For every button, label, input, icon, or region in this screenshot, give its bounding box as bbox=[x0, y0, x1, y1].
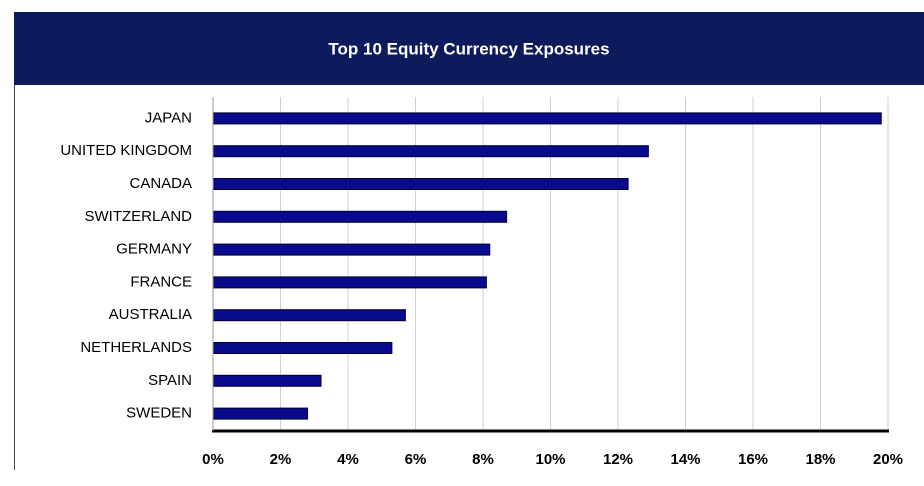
y-tick-label: GERMANY bbox=[116, 241, 192, 258]
bar bbox=[212, 276, 487, 289]
x-tick-label: 6% bbox=[405, 451, 427, 468]
y-tick-label: NETHERLANDS bbox=[80, 339, 192, 356]
bar bbox=[212, 145, 649, 158]
bar bbox=[212, 112, 882, 125]
bar bbox=[212, 178, 629, 190]
x-tick-label: 4% bbox=[337, 451, 359, 468]
bar bbox=[212, 243, 491, 256]
y-tick-label: SWEDEN bbox=[126, 405, 192, 422]
chart-title: Top 10 Equity Currency Exposures bbox=[328, 39, 609, 58]
y-tick-label: FRANCE bbox=[130, 273, 192, 290]
y-tick-label: SWITZERLAND bbox=[84, 208, 192, 225]
y-tick-label: SPAIN bbox=[148, 372, 192, 389]
x-tick-label: 8% bbox=[472, 451, 494, 468]
bar bbox=[212, 309, 406, 322]
x-tick-label: 20% bbox=[873, 451, 903, 468]
x-tick-label: 0% bbox=[202, 451, 224, 468]
bar bbox=[212, 407, 308, 420]
x-tick-label: 2% bbox=[270, 451, 292, 468]
x-tick-label: 12% bbox=[603, 451, 633, 468]
y-tick-label: UNITED KINGDOM bbox=[60, 142, 192, 159]
x-tick-label: 18% bbox=[805, 451, 835, 468]
header-band bbox=[14, 12, 924, 85]
x-tick-label: 16% bbox=[738, 451, 768, 468]
y-tick-label: AUSTRALIA bbox=[109, 306, 192, 323]
x-tick-label: 10% bbox=[535, 451, 565, 468]
x-tick-label: 14% bbox=[670, 451, 700, 468]
y-tick-label: CANADA bbox=[129, 175, 192, 192]
bar bbox=[212, 210, 508, 223]
bar bbox=[212, 342, 393, 354]
y-tick-label: JAPAN bbox=[145, 109, 192, 126]
bar bbox=[212, 374, 322, 387]
